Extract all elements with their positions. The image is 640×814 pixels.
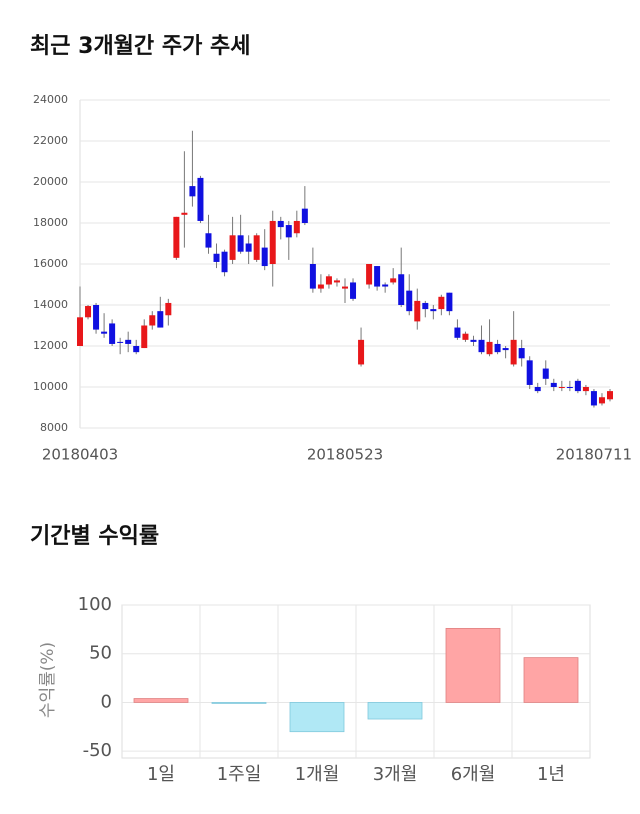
candle-body — [229, 235, 236, 260]
candle-body — [454, 327, 461, 338]
bar — [445, 627, 501, 703]
candle-body — [598, 397, 605, 404]
x-tick-label: 3개월 — [373, 764, 418, 785]
x-tick-label: 20180403 — [42, 446, 118, 464]
candle-body — [366, 264, 373, 285]
candle-body — [470, 339, 477, 342]
candle-body — [430, 309, 437, 312]
y-tick-label: 8000 — [40, 421, 68, 434]
candle-body — [245, 243, 252, 252]
bar — [523, 657, 579, 703]
candle-body — [93, 305, 100, 330]
candle-body — [109, 323, 116, 344]
candle-body — [438, 296, 445, 310]
candle-body — [558, 387, 565, 389]
y-tick-label: 24000 — [33, 93, 68, 106]
candle-body — [253, 235, 260, 260]
candle-body — [574, 380, 581, 392]
y-tick-label: 12000 — [33, 339, 68, 352]
candle-body — [486, 341, 493, 355]
x-tick-label: 1일 — [147, 764, 175, 785]
candle-body — [213, 253, 220, 262]
x-tick-label: 20180711 — [556, 446, 632, 464]
candle-body — [494, 343, 501, 353]
candle-body — [141, 325, 148, 349]
candle-body — [510, 339, 517, 365]
chart-title: 기간별 수익률 — [30, 524, 159, 549]
chart-title: 최근 3개월간 주가 추세 — [30, 34, 250, 59]
candle-body — [374, 266, 381, 287]
candle-body — [293, 220, 300, 234]
candle-body — [101, 331, 108, 334]
candle-body — [502, 348, 509, 351]
candle-body — [165, 302, 172, 316]
candle-body — [309, 264, 316, 289]
candle-body — [85, 306, 92, 318]
x-tick-label: 1개월 — [295, 764, 340, 785]
y-tick-label: 18000 — [33, 216, 68, 229]
candle-body — [333, 280, 340, 283]
candle-body — [414, 300, 421, 322]
candle-body — [317, 284, 324, 289]
candle-body — [325, 276, 332, 285]
candle-body — [125, 339, 132, 344]
candle-body — [173, 216, 180, 258]
y-tick-label: 20000 — [33, 175, 68, 188]
candle-body — [350, 282, 357, 299]
candle-body — [566, 387, 573, 389]
candle-body — [205, 233, 212, 248]
candle-body — [221, 251, 228, 273]
bar — [211, 702, 267, 704]
candle-body — [390, 278, 397, 283]
candle-body — [117, 341, 124, 343]
candle-body — [590, 391, 597, 406]
y-tick-label: 10000 — [33, 380, 68, 393]
y-tick-label: 14000 — [33, 298, 68, 311]
candle-body — [382, 284, 389, 287]
bar — [289, 702, 345, 733]
candle-body — [550, 382, 557, 387]
candle-body — [534, 387, 541, 392]
x-tick-label: 6개월 — [451, 764, 496, 785]
candle-body — [301, 208, 308, 223]
y-axis-label: 수익률(%) — [38, 642, 58, 718]
candle-body — [189, 186, 196, 197]
x-tick-label: 20180523 — [307, 446, 383, 464]
candle-body — [149, 315, 156, 326]
candle-body — [518, 348, 525, 359]
candle-body — [462, 333, 469, 340]
candle-body — [285, 225, 292, 238]
bar — [367, 702, 423, 720]
candle-body — [261, 247, 268, 267]
candle-body — [582, 387, 589, 392]
candle-body — [422, 302, 429, 310]
candle-body — [342, 286, 348, 289]
candle-body — [358, 339, 365, 365]
bar — [133, 698, 189, 703]
y-tick-label: -50 — [83, 740, 112, 761]
candle-body — [607, 391, 613, 400]
y-tick-label: 22000 — [33, 134, 68, 147]
y-tick-label: 100 — [78, 594, 112, 615]
candle-body — [542, 368, 549, 379]
candle-body — [133, 346, 140, 353]
y-tick-label: 0 — [101, 691, 112, 712]
candle-body — [526, 360, 533, 385]
candle-body — [446, 292, 453, 312]
x-tick-label: 1주일 — [217, 764, 262, 785]
candle-body — [406, 290, 413, 312]
x-tick-label: 1년 — [537, 764, 565, 785]
candle-body — [398, 274, 405, 305]
candle-body — [269, 220, 276, 264]
candle-body — [77, 317, 83, 346]
y-tick-label: 16000 — [33, 257, 68, 270]
candle-body — [277, 220, 284, 228]
candle-body — [478, 339, 485, 353]
y-tick-label: 50 — [89, 643, 112, 664]
candle-body — [157, 311, 164, 328]
candle-body — [197, 177, 204, 221]
candle-body — [237, 235, 244, 252]
candle-body — [181, 212, 188, 215]
